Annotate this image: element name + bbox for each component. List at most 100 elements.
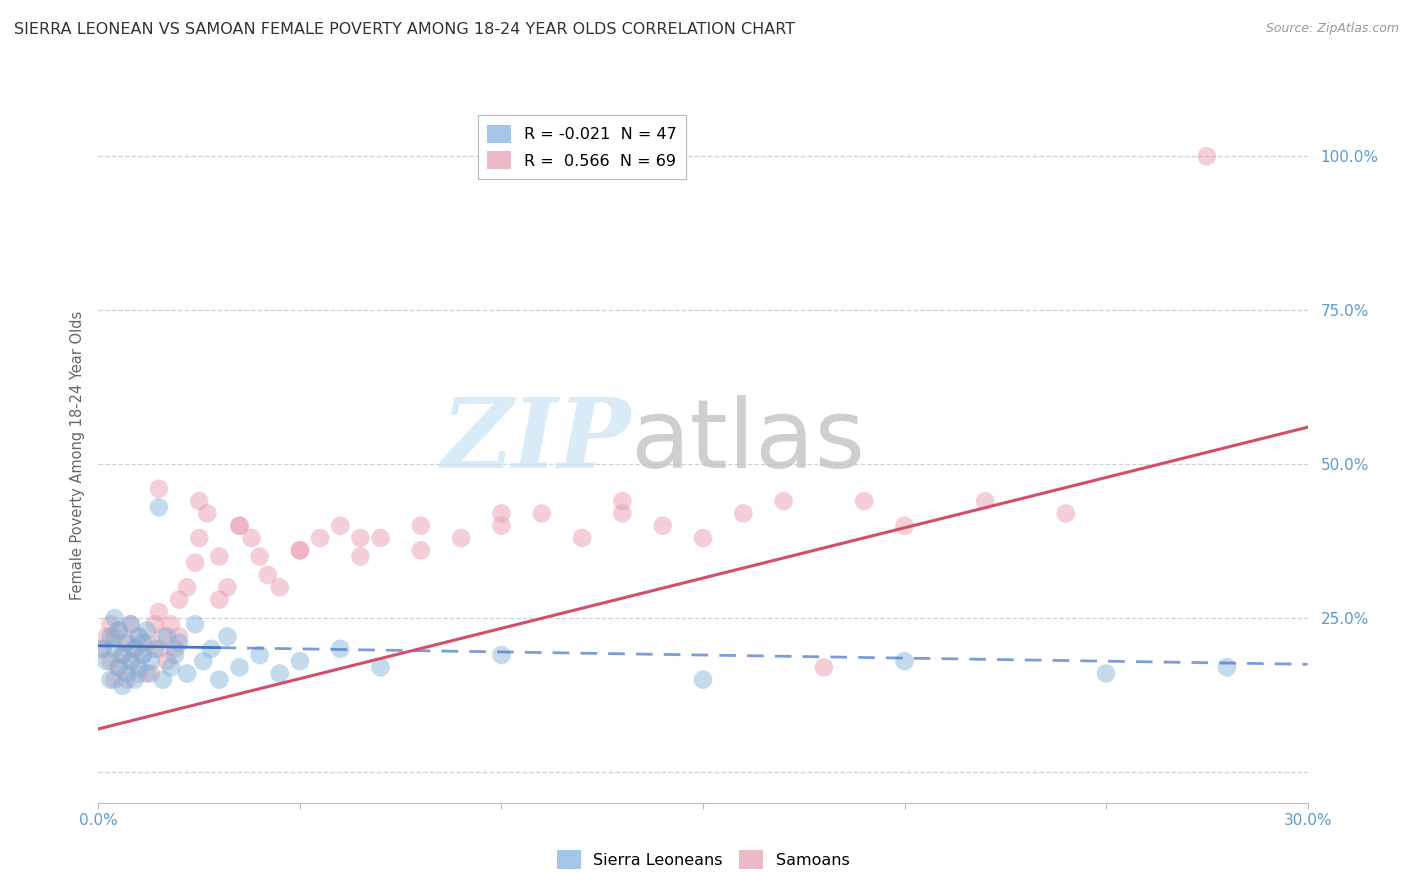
Point [103,673,125,687]
Point [128,660,150,674]
Point [96,654,118,668]
Point [143,617,166,632]
Point [1095,666,1118,681]
Point [103,611,125,625]
Point [491,507,513,521]
Point [409,543,432,558]
Point [107,624,129,638]
Point [491,648,513,662]
Point [571,531,593,545]
Point [184,556,207,570]
Point [208,592,231,607]
Point [111,648,134,662]
Point [103,630,125,644]
Point [1054,507,1077,521]
Point [217,580,239,594]
Point [772,494,794,508]
Legend: R = -0.021  N = 47, R =  0.566  N = 69: R = -0.021 N = 47, R = 0.566 N = 69 [478,115,686,179]
Point [115,636,138,650]
Point [409,518,432,533]
Point [160,617,183,632]
Point [228,660,250,674]
Point [139,654,162,668]
Point [217,630,239,644]
Point [176,580,198,594]
Point [107,624,129,638]
Point [167,630,190,644]
Point [167,636,190,650]
Point [107,660,129,674]
Point [115,636,138,650]
Point [152,673,174,687]
Text: ZIP: ZIP [441,394,630,488]
Point [111,679,134,693]
Point [135,666,157,681]
Point [103,641,125,656]
Point [115,673,138,687]
Point [370,531,392,545]
Point [370,660,392,674]
Point [128,666,150,681]
Point [100,630,122,644]
Point [893,518,915,533]
Point [612,507,634,521]
Point [148,605,170,619]
Y-axis label: Female Poverty Among 18-24 Year Olds: Female Poverty Among 18-24 Year Olds [69,310,84,599]
Point [288,654,311,668]
Point [120,617,142,632]
Point [853,494,876,508]
Point [288,543,311,558]
Point [148,482,170,496]
Point [200,641,222,656]
Point [132,636,155,650]
Point [184,617,207,632]
Point [269,580,291,594]
Point [128,630,150,644]
Point [349,531,371,545]
Point [96,630,118,644]
Point [156,630,179,644]
Point [309,531,332,545]
Point [813,660,835,674]
Point [193,654,215,668]
Point [651,518,673,533]
Point [128,630,150,644]
Point [974,494,997,508]
Point [135,624,157,638]
Point [100,617,122,632]
Point [249,648,271,662]
Legend: Sierra Leoneans, Samoans: Sierra Leoneans, Samoans [550,844,856,875]
Point [228,518,250,533]
Point [100,654,122,668]
Point [120,654,142,668]
Point [163,648,186,662]
Point [256,568,278,582]
Point [120,654,142,668]
Point [152,630,174,644]
Point [692,673,714,687]
Point [163,641,186,656]
Point [132,648,155,662]
Point [269,666,291,681]
Point [249,549,271,564]
Point [91,641,114,656]
Point [100,673,122,687]
Point [530,507,553,521]
Point [349,549,371,564]
Point [1216,660,1239,674]
Point [329,518,352,533]
Point [132,648,155,662]
Point [1195,149,1218,163]
Point [208,673,231,687]
Point [148,500,170,515]
Point [228,518,250,533]
Point [329,641,352,656]
Point [111,648,134,662]
Point [124,641,146,656]
Point [450,531,472,545]
Point [692,531,714,545]
Point [160,660,183,674]
Point [124,673,146,687]
Point [143,641,166,656]
Point [612,494,634,508]
